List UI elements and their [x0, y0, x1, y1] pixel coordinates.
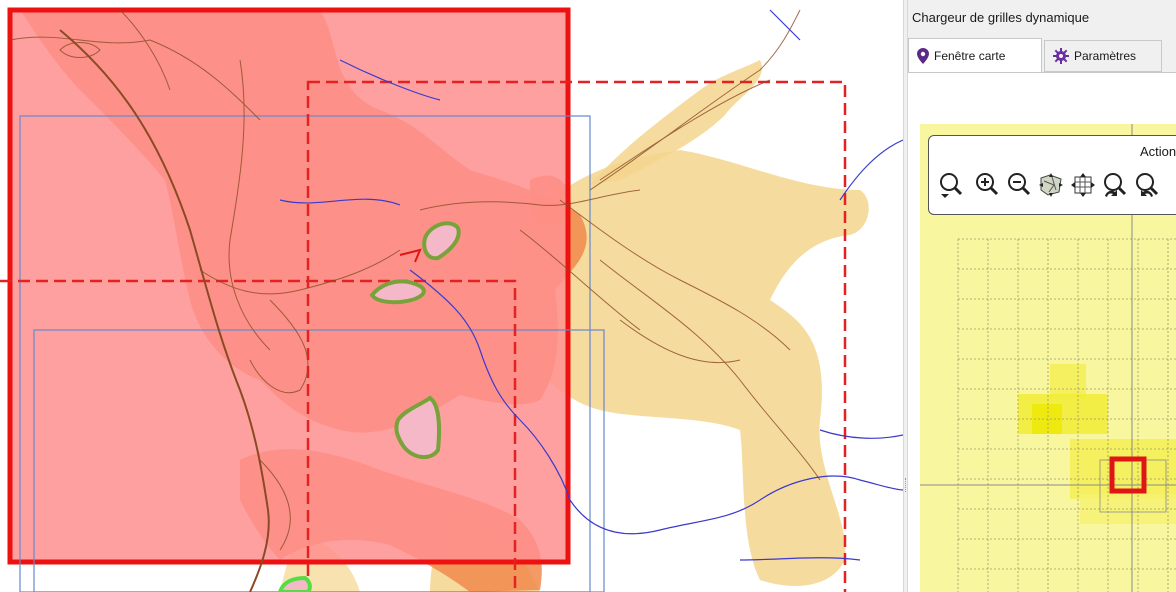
overview-grid: [957, 238, 1176, 592]
contour-lines: [9, 9, 821, 551]
zoom-select-button[interactable]: [937, 170, 965, 200]
zoom-previous-button[interactable]: [1101, 170, 1129, 200]
zoom-in-button[interactable]: [973, 170, 1001, 200]
tab-parameters[interactable]: Paramètres: [1044, 40, 1162, 72]
grid-outline-cell-1: [19, 115, 591, 592]
map-pin-icon: [917, 48, 929, 64]
coastline: [59, 29, 270, 592]
zoom-layer-icon: [1039, 173, 1063, 197]
tab-parameters-label: Paramètres: [1074, 49, 1137, 63]
tab-map-window-label: Fenêtre carte: [934, 49, 1006, 63]
zoom-select-icon: [940, 173, 963, 198]
zoom-previous-icon: [1104, 173, 1127, 197]
zone-light-east: [500, 150, 869, 586]
green-patches: [277, 221, 461, 592]
selected-grid-cell[interactable]: [7, 7, 571, 565]
actions-group: Actions: [928, 135, 1176, 215]
zoom-extent-button[interactable]: [1069, 170, 1097, 200]
panel-title: Chargeur de grilles dynamique: [912, 10, 1090, 25]
river-lines: [279, 9, 903, 561]
grid-dashed-cell-1[interactable]: [306, 80, 847, 592]
map-canvas[interactable]: [0, 0, 903, 592]
zoom-layer-button[interactable]: [1037, 170, 1065, 200]
map-layers[interactable]: [0, 0, 903, 592]
zoom-in-icon: [976, 173, 999, 196]
grid-loader-panel: Chargeur de grilles dynamique Fenêtre ca…: [908, 0, 1176, 592]
tab-map-window[interactable]: Fenêtre carte: [908, 38, 1042, 73]
actions-label: Actions: [1140, 144, 1176, 159]
overview-selected-cell[interactable]: [1109, 456, 1147, 494]
zoom-next-icon: [1136, 173, 1159, 197]
grid-dashed-cell-2[interactable]: [0, 279, 517, 592]
zoom-next-button[interactable]: [1133, 170, 1161, 200]
zoom-extent-icon: [1071, 173, 1095, 197]
red-line-feature: [399, 248, 422, 263]
splitter-grip[interactable]: [905, 478, 907, 492]
zone-light-north: [590, 60, 762, 185]
zoom-out-button[interactable]: [1005, 170, 1033, 200]
grid-outline-cell-2: [33, 329, 605, 592]
panel-splitter[interactable]: [903, 0, 908, 592]
zoom-out-icon: [1008, 173, 1031, 196]
gear-icon: [1053, 48, 1069, 64]
